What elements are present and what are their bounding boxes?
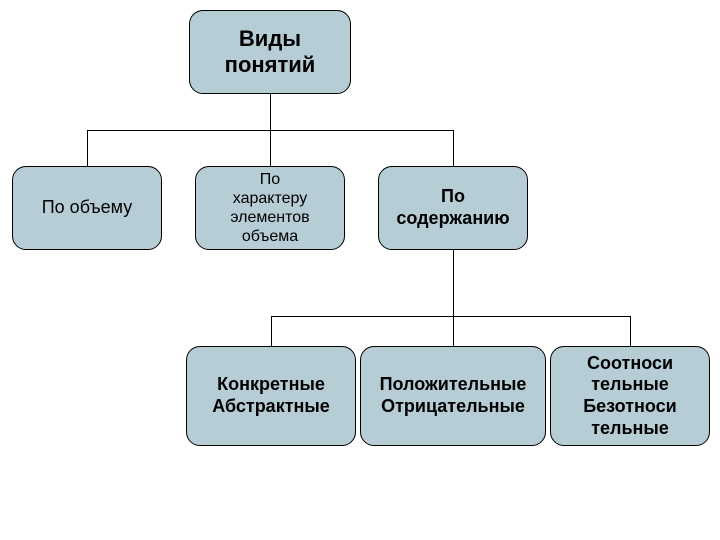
edge-segment [453, 250, 454, 316]
node-relative: Соотноси тельные Безотноси тельные [550, 346, 710, 446]
node-by-character-line1: По [260, 170, 280, 189]
node-positive-line1: Положительные [380, 374, 527, 396]
node-by-character-line2: характеру [233, 189, 307, 208]
node-relative-line2: тельные [591, 374, 669, 396]
node-by-volume: По объему [12, 166, 162, 250]
node-by-content: По содержанию [378, 166, 528, 250]
node-by-character-line3: элементов [230, 208, 309, 227]
edge-segment [87, 130, 88, 166]
edge-segment [453, 316, 454, 346]
node-root-line1: Виды [239, 26, 301, 52]
edge-segment [630, 316, 631, 346]
node-root-line2: понятий [225, 52, 316, 78]
node-relative-line1: Соотноси [587, 353, 673, 375]
node-root: Виды понятий [189, 10, 351, 94]
edge-segment [270, 94, 271, 130]
node-relative-line3: Безотноси [583, 396, 677, 418]
node-concrete-line2: Абстрактные [212, 396, 330, 418]
edge-segment [270, 130, 271, 166]
node-concrete-line1: Конкретные [217, 374, 325, 396]
node-by-character-line4: объема [242, 227, 298, 246]
node-positive-line2: Отрицательные [381, 396, 525, 418]
node-by-character: По характеру элементов объема [195, 166, 345, 250]
diagram-canvas: Виды понятий По объему По характеру элем… [0, 0, 720, 540]
edge-segment [453, 130, 454, 166]
node-by-content-line2: содержанию [396, 208, 509, 230]
node-relative-line4: тельные [591, 418, 669, 440]
node-by-volume-line1: По объему [42, 197, 133, 219]
node-positive-negative: Положительные Отрицательные [360, 346, 546, 446]
edge-segment [271, 316, 630, 317]
node-concrete-abstract: Конкретные Абстрактные [186, 346, 356, 446]
node-by-content-line1: По [441, 186, 465, 208]
edge-segment [271, 316, 272, 346]
